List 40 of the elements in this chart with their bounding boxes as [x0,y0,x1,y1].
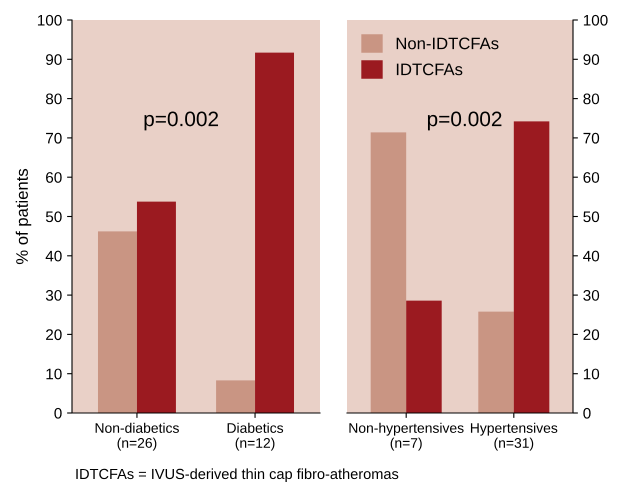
bar [216,380,256,413]
legend-label: IDTCFAs [396,63,462,76]
bar [255,52,294,413]
text: IDTCFAs = IVUS-derived thin cap fibro-atheromas [76,468,398,482]
annotation: p=0.002 [144,112,218,130]
bar [370,132,406,413]
y-axis-title: % of patients [16,168,32,264]
y-tick-label: 70 [584,132,600,144]
y-tick-label: 0 [583,408,591,419]
y-tick-label: 90 [46,54,62,65]
y-tick-label: 50 [583,211,600,222]
annotation: p=0.002 [428,112,502,130]
y-tick-label: 70 [46,132,62,144]
y-tick-label: 20 [583,329,600,340]
y-tick-label: 10 [584,368,600,380]
y-tick-label: 40 [46,250,62,262]
legend-label: Non-IDTCFAs [396,38,498,50]
y-tick-label: 0 [54,408,62,419]
y-tick-label: 40 [583,250,600,262]
x-tick-label: Non-hypertensives (n=7) [349,422,464,451]
bar [478,312,514,413]
bar [136,202,176,413]
y-tick-label: 80 [583,93,600,104]
y-tick-label: 60 [584,172,600,183]
y-tick-label: 30 [46,290,62,301]
y-tick-label: 30 [583,290,600,301]
x-tick-label: Hypertensives (n=31) [470,422,558,451]
x-tick-label: Non-diabetics (n=26) [96,422,179,451]
y-tick-label: 90 [583,54,600,65]
y-tick-label: 80 [46,93,62,104]
y-tick-label: 50 [46,211,62,222]
y-tick-label: 20 [46,329,62,340]
y-tick-label: 60 [46,172,62,183]
y-tick-label: 10 [46,368,62,380]
bar [98,231,137,413]
y-tick-label: 100 [38,14,62,26]
y-tick-label: 100 [584,14,608,26]
bar [514,121,550,413]
bar [406,300,442,413]
x-tick-label: Diabetics (n=12) [228,422,284,451]
